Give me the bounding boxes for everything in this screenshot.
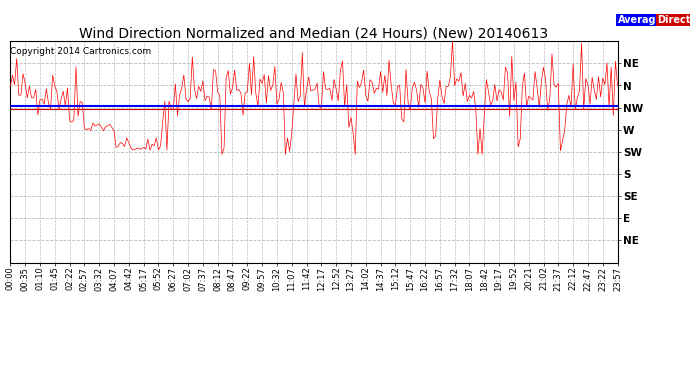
Text: Direction: Direction [658,15,690,25]
Title: Wind Direction Normalized and Median (24 Hours) (New) 20140613: Wind Direction Normalized and Median (24… [79,26,549,40]
Text: Average: Average [618,15,662,25]
Text: Copyright 2014 Cartronics.com: Copyright 2014 Cartronics.com [10,47,152,56]
